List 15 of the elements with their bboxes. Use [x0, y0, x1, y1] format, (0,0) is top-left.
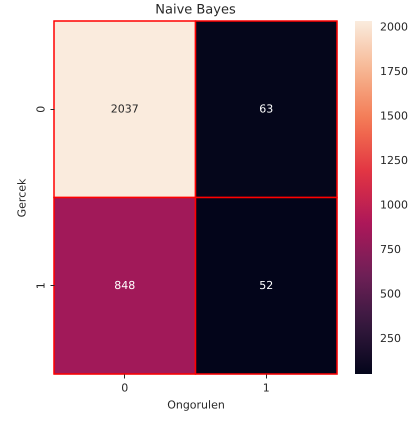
x-axis-title: Ongorulen	[167, 398, 225, 412]
color-bar-label: 2000	[380, 20, 408, 34]
color-bar-label: 1250	[380, 154, 408, 167]
data-label: 2037	[110, 102, 139, 116]
chart-title: Naive Bayes	[155, 2, 236, 18]
data-label: 52	[259, 278, 274, 292]
data-label: 63	[259, 102, 274, 116]
color-bar-label: 1750	[380, 65, 408, 78]
data-label: 848	[114, 278, 136, 292]
y-axis-title: Gercek	[16, 178, 28, 218]
color-bar-label: 1500	[380, 109, 408, 122]
color-bar-label: 1000	[380, 198, 408, 212]
color-bar-label: 750	[380, 242, 401, 256]
color-bar-label: 500	[380, 287, 401, 300]
color-bar-label: 250	[380, 332, 401, 345]
